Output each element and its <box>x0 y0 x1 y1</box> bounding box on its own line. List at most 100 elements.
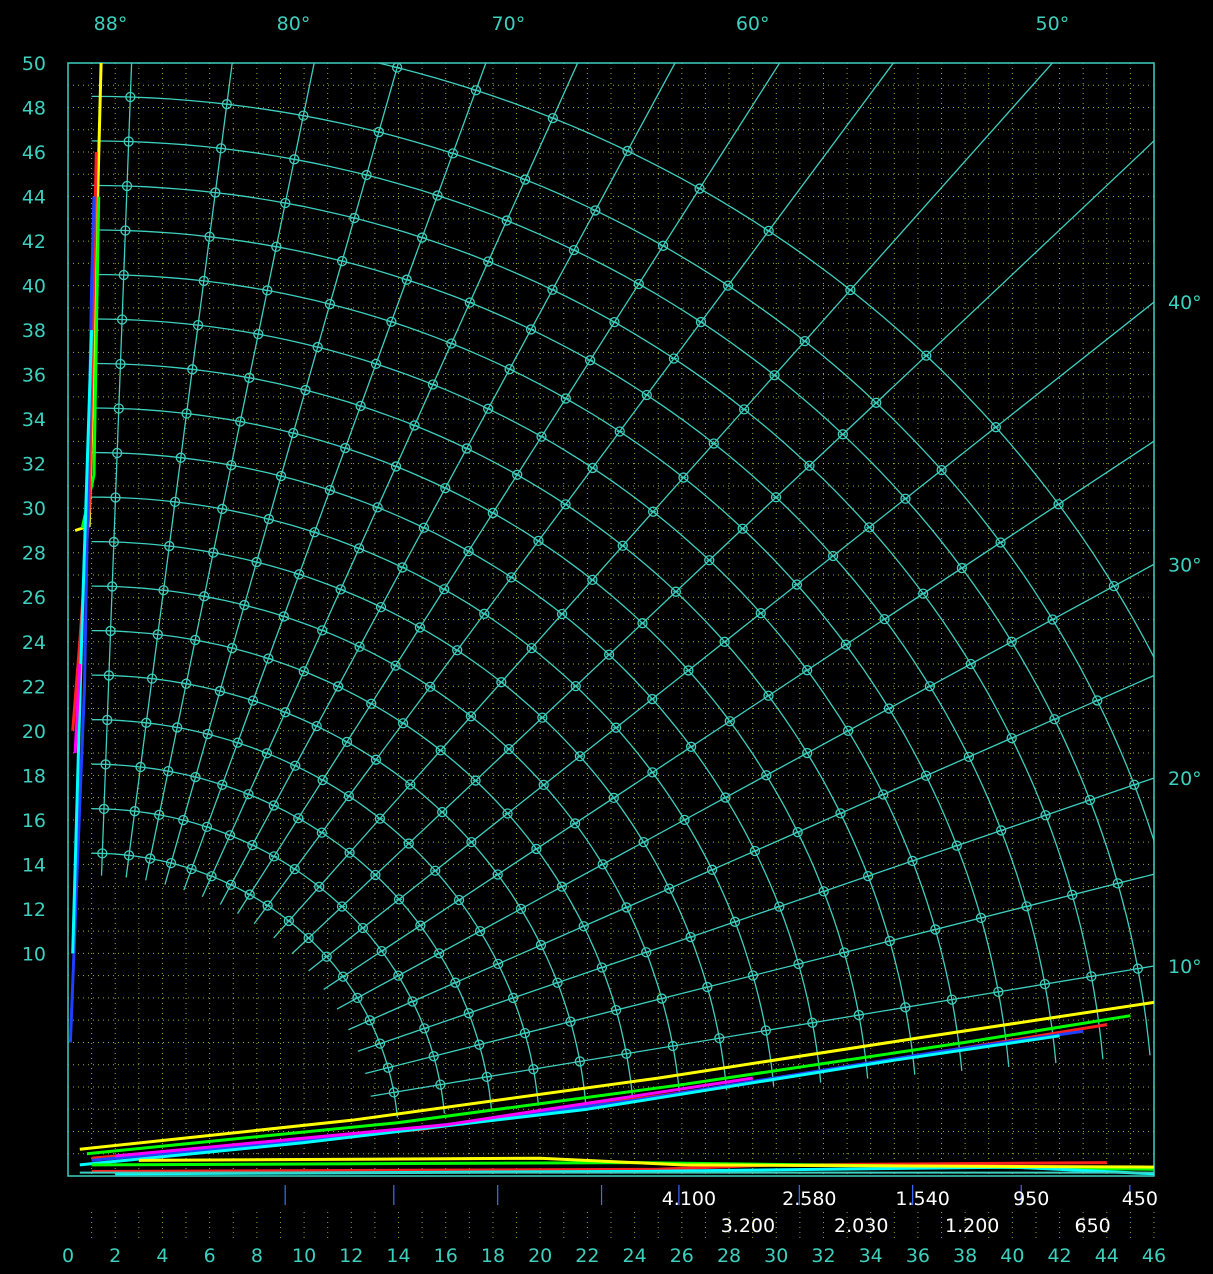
x-tick-label: 42 <box>1047 1245 1071 1267</box>
intersection-marker <box>407 996 418 1007</box>
intersection-marker <box>791 579 803 590</box>
intersection-marker <box>437 806 448 818</box>
boom-angle-line <box>370 965 1154 1097</box>
intersection-marker <box>447 148 459 159</box>
intersection-marker <box>536 431 547 442</box>
intersection-marker <box>324 298 336 310</box>
radius-arc <box>375 63 1154 659</box>
radius-arc <box>91 540 728 1091</box>
intersection-marker <box>755 608 766 619</box>
intersection-marker <box>312 341 323 353</box>
intersection-marker <box>414 622 426 633</box>
x-tick-label: 12 <box>339 1245 363 1267</box>
intersection-marker <box>120 225 131 236</box>
intersection-marker <box>714 1033 725 1044</box>
intersection-marker <box>123 850 135 861</box>
intersection-marker <box>685 931 696 943</box>
intersection-marker <box>239 599 250 611</box>
intersection-marker <box>470 85 482 96</box>
intersection-marker <box>314 881 325 892</box>
intersection-marker <box>125 91 136 103</box>
intersection-marker <box>221 99 232 110</box>
intersection-marker <box>633 278 644 290</box>
intersection-marker <box>770 492 782 503</box>
y-tick-label: 26 <box>22 587 46 609</box>
intersection-marker <box>164 540 175 552</box>
intersection-marker <box>375 601 387 613</box>
intersection-marker <box>427 379 439 390</box>
intersection-marker <box>317 774 328 786</box>
intersection-marker <box>107 581 118 592</box>
intersection-marker <box>243 789 254 800</box>
intersection-marker <box>838 947 850 958</box>
intersection-marker <box>336 255 348 267</box>
intersection-marker <box>152 629 163 640</box>
intersection-marker <box>610 1004 622 1016</box>
intersection-marker <box>208 547 219 558</box>
intersection-marker <box>202 728 213 740</box>
intersection-marker <box>419 1023 430 1034</box>
intersection-marker <box>204 231 215 242</box>
intersection-marker <box>428 1051 439 1062</box>
intersection-marker <box>884 935 895 947</box>
intersection-marker <box>918 588 929 599</box>
intersection-marker <box>763 690 774 701</box>
intersection-marker <box>840 639 851 650</box>
intersection-marker <box>804 460 815 471</box>
x-tick-label: 8 <box>251 1245 263 1267</box>
intersection-marker <box>679 814 690 825</box>
boom-angle-line <box>145 63 315 881</box>
intersection-marker <box>993 986 1004 998</box>
intersection-marker <box>946 994 958 1005</box>
intersection-marker <box>335 584 346 595</box>
intersection-marker <box>702 981 713 993</box>
intersection-marker <box>617 540 628 551</box>
intersection-marker <box>336 901 348 912</box>
intersection-marker <box>835 808 846 819</box>
intersection-marker <box>343 791 355 802</box>
x-tick-label: 0 <box>62 1245 74 1267</box>
intersection-marker <box>416 232 428 243</box>
intersection-marker <box>393 970 404 981</box>
intersection-marker <box>621 902 632 913</box>
intersection-marker <box>390 660 401 671</box>
y-tick-label: 20 <box>22 721 46 743</box>
x-tick-label: 24 <box>623 1245 647 1267</box>
intersection-marker <box>503 743 515 755</box>
y-tick-label: 44 <box>22 187 46 209</box>
intersection-marker <box>570 680 581 692</box>
intersection-marker <box>435 745 446 756</box>
radius-arcs <box>91 63 1154 1118</box>
intersection-marker <box>113 403 124 414</box>
intersection-marker <box>990 422 1002 433</box>
intersection-marker <box>435 1079 446 1090</box>
intersection-marker <box>603 649 615 660</box>
intersection-marker <box>450 977 461 988</box>
intersection-marker <box>647 767 658 778</box>
intersection-marker <box>556 608 568 620</box>
intersection-marker <box>290 760 301 771</box>
intersection-marker <box>487 507 499 519</box>
intersection-marker <box>853 1009 865 1021</box>
intersection-marker <box>504 363 515 375</box>
intersection-marker <box>100 759 111 770</box>
boom-angle-label: 70° <box>492 13 526 35</box>
load-label: 1.540 <box>895 1188 949 1210</box>
radius-arc <box>91 674 587 1102</box>
boom-angle-label: 20° <box>1168 768 1202 790</box>
intersection-marker <box>112 447 123 459</box>
intersection-marker <box>247 695 259 706</box>
intersection-marker <box>300 384 311 396</box>
intersection-marker <box>470 775 481 786</box>
intersection-marker <box>706 864 718 875</box>
radius-arc <box>91 362 916 1075</box>
intersection-marker <box>418 522 430 533</box>
grid <box>68 63 1154 1176</box>
boom-angle-label: 10° <box>1168 956 1202 978</box>
intersection-marker <box>262 285 273 296</box>
y-tick-label: 40 <box>22 276 46 298</box>
intersection-marker <box>453 894 465 906</box>
y-tick-label: 42 <box>22 231 46 253</box>
boom-angle-line <box>201 63 579 897</box>
